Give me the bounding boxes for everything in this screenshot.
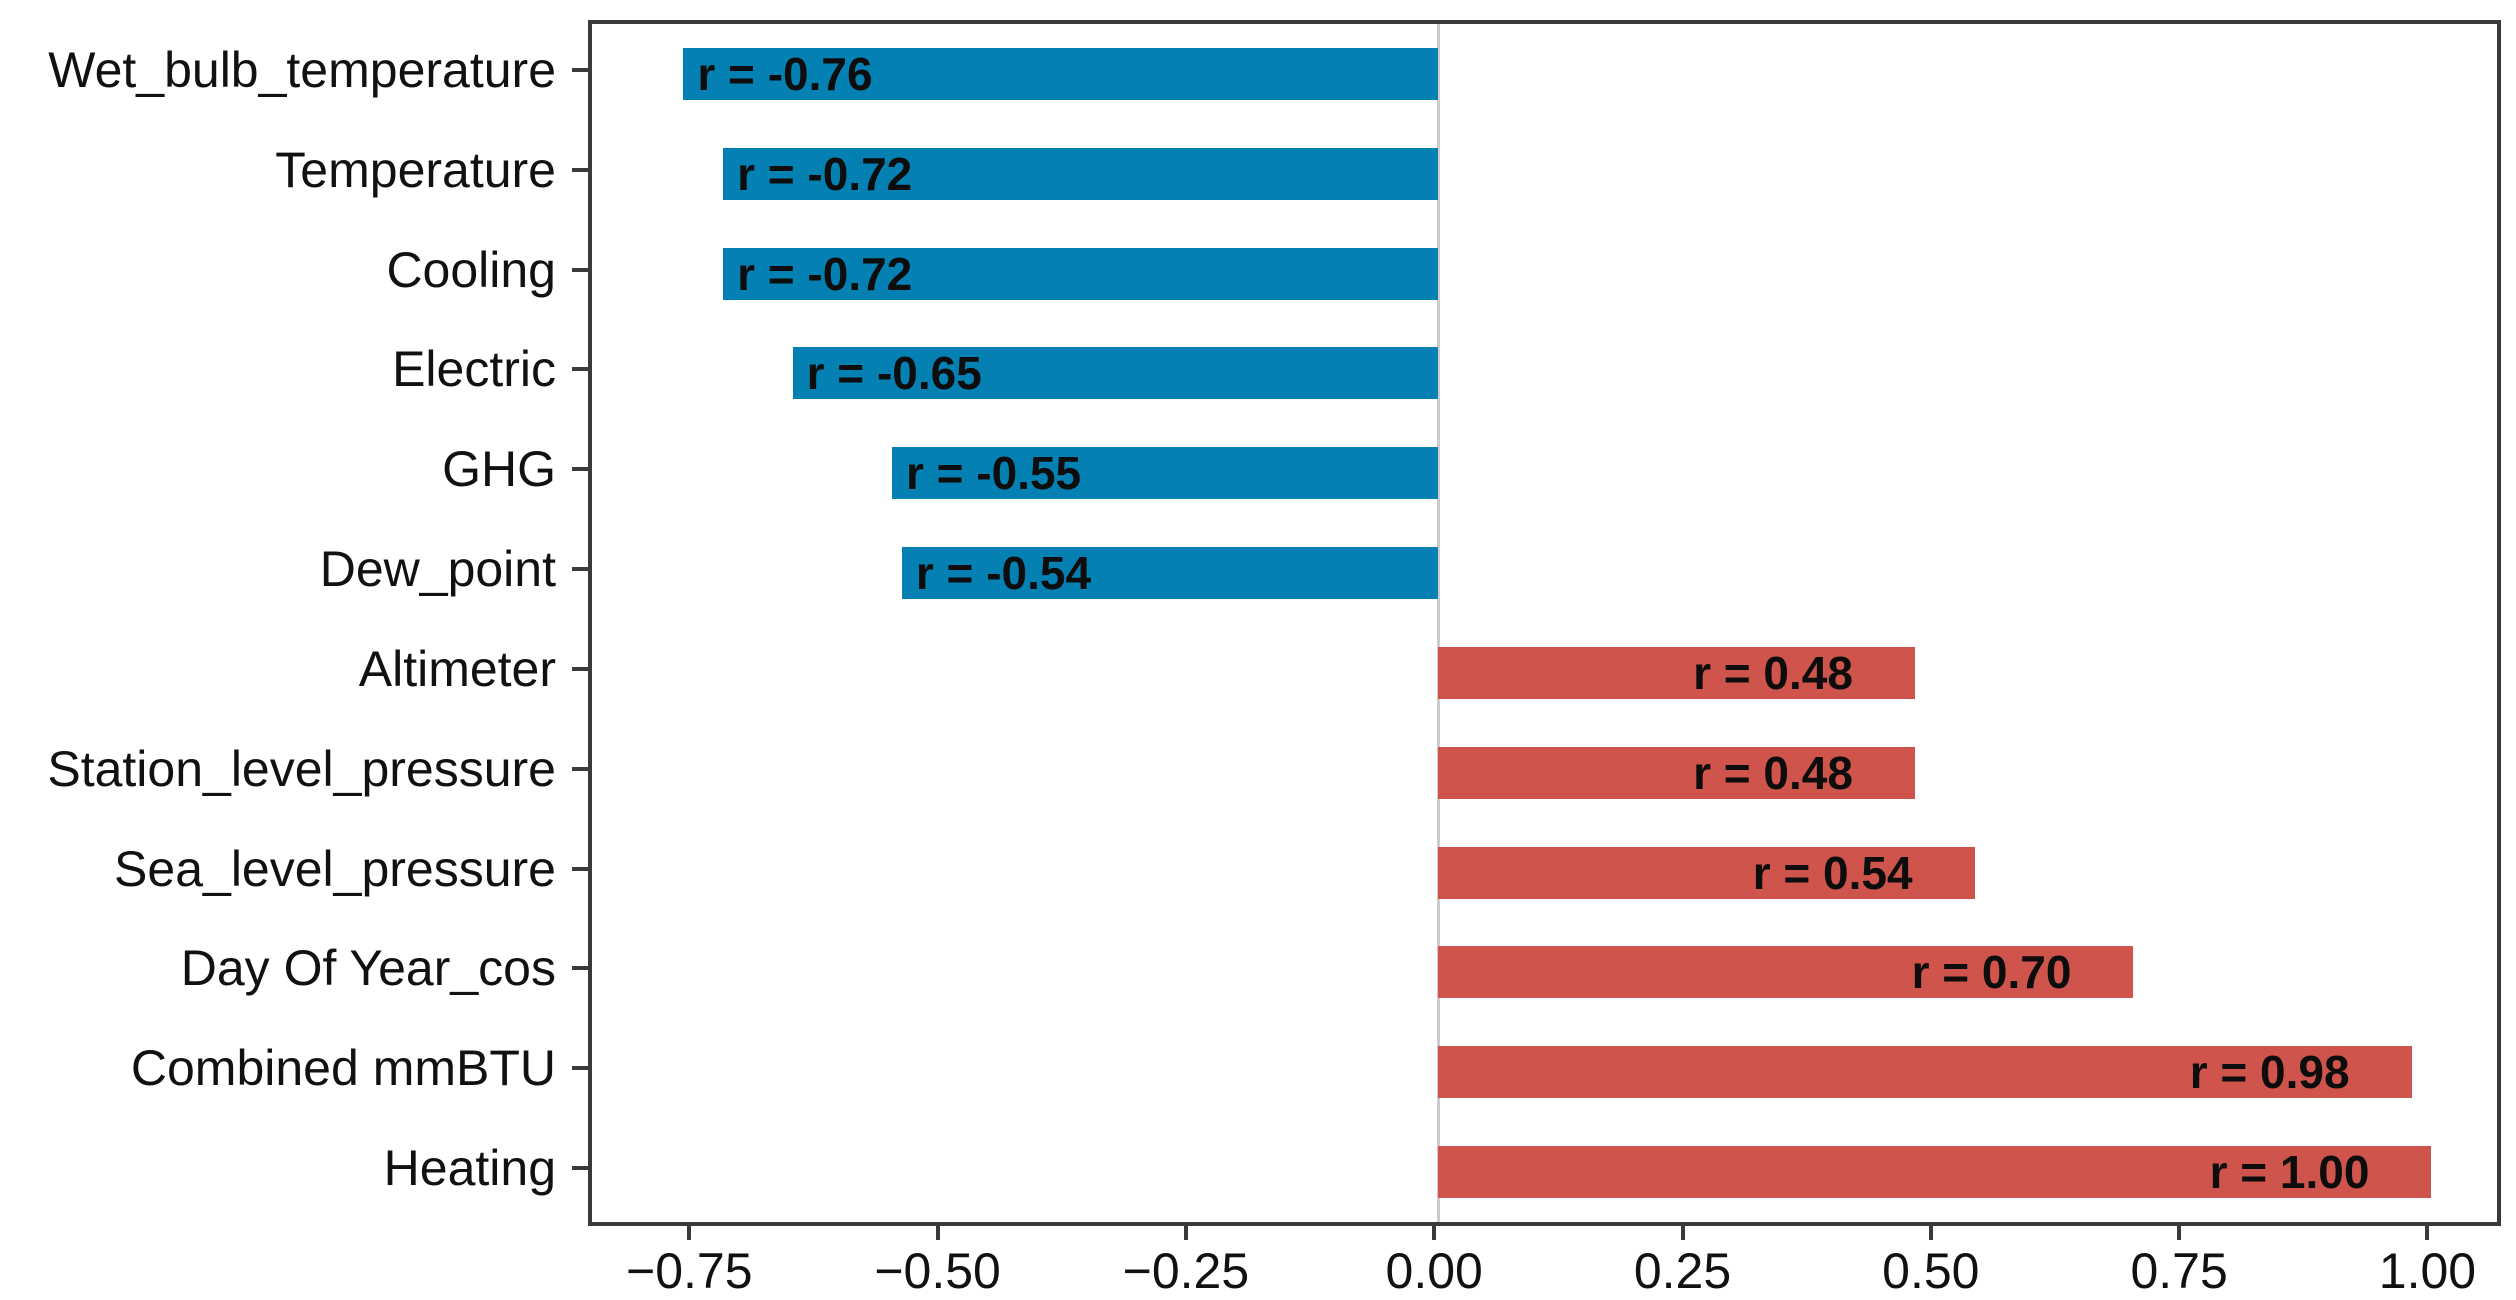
bar-value-label: r = -0.72 (737, 247, 913, 300)
bar: r = 0.48 (1438, 646, 1915, 699)
x-tick-mark (1432, 1222, 1437, 1240)
bar: r = -0.76 (683, 47, 1439, 100)
x-tick-label: 0.00 (1385, 1243, 1483, 1299)
x-tick-label: 0.50 (1882, 1243, 1980, 1299)
bar-value-label: r = 0.98 (2189, 1046, 2350, 1099)
bar-value-label: r = 0.48 (1693, 646, 1853, 699)
x-tick-label: 0.75 (2130, 1243, 2228, 1299)
y-tick-mark (572, 666, 588, 671)
x-tick-mark (2177, 1222, 2182, 1240)
bar-value-label: r = 0.48 (1693, 746, 1853, 799)
y-tick-mark (572, 1066, 588, 1071)
bar: r = 0.70 (1438, 946, 2134, 999)
x-tick-label: −0.75 (626, 1243, 753, 1299)
x-tick-mark (1183, 1222, 1188, 1240)
bar-value-label: r = -0.54 (915, 547, 1092, 600)
bar-value-label: r = -0.65 (806, 347, 982, 400)
bar: r = 0.48 (1438, 746, 1915, 799)
y-tick-mark (572, 866, 588, 871)
x-tick-mark (1928, 1222, 1933, 1240)
y-axis-label: Dew_point (319, 541, 556, 598)
x-tick-mark (2425, 1222, 2430, 1240)
bar: r = 0.54 (1438, 846, 1975, 899)
x-tick-mark (687, 1222, 692, 1240)
bar: r = -0.72 (723, 247, 1439, 300)
x-tick-label: −0.25 (1122, 1243, 1250, 1299)
y-axis-label: Wet_bulb_temperature (48, 41, 556, 98)
y-axis-label: Heating (383, 1140, 556, 1197)
y-tick-mark (572, 367, 588, 372)
y-tick-mark (572, 167, 588, 172)
y-tick-mark (572, 67, 588, 72)
y-axis-label: Station_level_pressure (47, 740, 556, 797)
y-tick-mark (572, 1166, 588, 1171)
bar: r = -0.65 (792, 347, 1439, 400)
plot-area: r = -0.76 r = -0.72 r = -0.72 r = -0.65 r = … (588, 20, 2501, 1226)
x-tick-label: 1.00 (2378, 1243, 2477, 1299)
bar: r = 1.00 (1438, 1146, 2432, 1199)
x-tick-mark (1680, 1222, 1685, 1240)
bar: r = 0.98 (1438, 1046, 2412, 1099)
y-tick-mark (572, 267, 588, 272)
y-tick-mark (572, 467, 588, 472)
x-tick-label: −0.50 (874, 1243, 1001, 1299)
y-axis-label: Electric (392, 341, 556, 398)
bar: r = -0.54 (901, 547, 1439, 600)
y-axis-label: Temperature (275, 141, 556, 198)
bar-value-label: r = 0.70 (1911, 946, 2072, 999)
y-axis-label: Sea_level_pressure (114, 840, 556, 897)
bar-value-label: r = 1.00 (2209, 1146, 2370, 1199)
bar-value-label: r = -0.76 (697, 47, 873, 100)
bar-value-label: r = -0.55 (905, 447, 1082, 500)
zero-gridline (1436, 24, 1440, 1222)
y-axis-label: Cooling (386, 241, 556, 298)
bar-value-label: r = 0.54 (1752, 846, 1913, 899)
y-axis-label: GHG (442, 441, 556, 498)
y-tick-mark (572, 966, 588, 971)
x-tick-mark (935, 1222, 940, 1240)
bar: r = -0.72 (723, 147, 1439, 200)
bar: r = -0.55 (891, 447, 1439, 500)
x-tick-label: 0.25 (1633, 1243, 1732, 1299)
y-axis-label: Combined mmBTU (130, 1040, 556, 1097)
bar-value-label: r = -0.72 (737, 147, 913, 200)
y-tick-mark (572, 567, 588, 572)
y-tick-mark (572, 766, 588, 771)
y-axis-label: Altimeter (358, 640, 556, 697)
y-axis-label: Day Of Year_cos (180, 940, 556, 997)
